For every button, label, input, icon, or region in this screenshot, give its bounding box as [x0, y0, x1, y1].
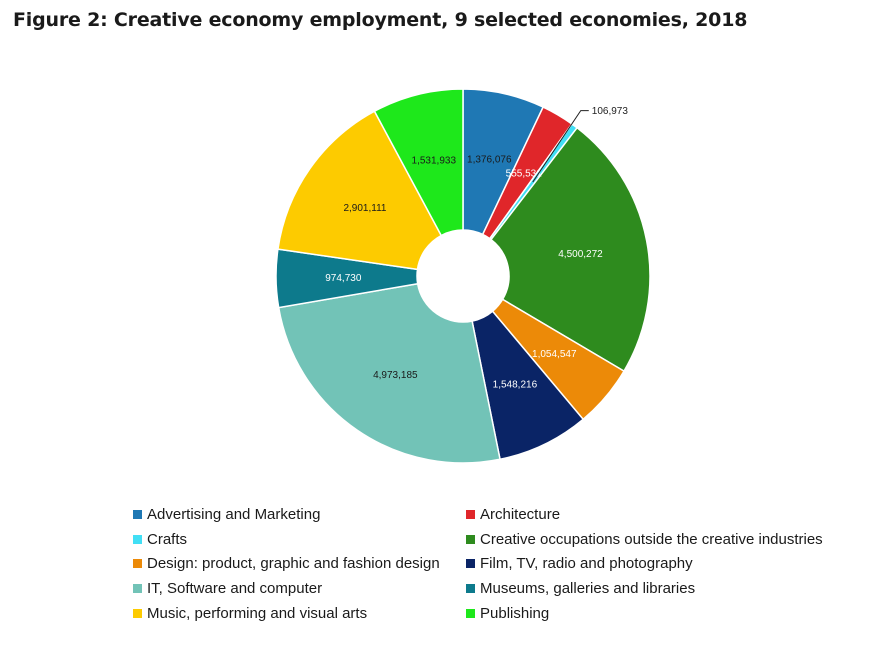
- legend-label: Music, performing and visual arts: [147, 604, 368, 622]
- legend-swatch: [466, 534, 475, 544]
- pie-slice-it-software-and-computer: [277, 282, 501, 464]
- legend: Advertising and Marketing Architecture C…: [133, 505, 853, 623]
- donut-chart: 1,376,076 555,531 106,973 4,500,272 1,054,54…: [275, 88, 651, 464]
- pie-slice-music-performing-and-visual-arts: [277, 110, 443, 271]
- data-label-museums-galleries-and-libraries: 974,730: [325, 273, 362, 284]
- legend-swatch: [133, 584, 142, 594]
- legend-swatch: [466, 608, 475, 618]
- legend-item-music: Music, performing and visual arts: [133, 603, 466, 623]
- legend-swatch: [133, 510, 142, 520]
- legend-label: Film, TV, radio and photography: [480, 555, 693, 573]
- data-label-crafts: 106,973: [592, 106, 629, 117]
- legend-swatch: [133, 534, 142, 544]
- figure-title: Figure 2: Creative economy employment, 9…: [13, 9, 748, 31]
- legend-swatch: [133, 608, 142, 618]
- data-label-design-product-graphic-and-fashion-design: 1,054,547: [532, 349, 577, 360]
- legend-item-design: Design: product, graphic and fashion des…: [133, 554, 466, 574]
- legend-label: Museums, galleries and libraries: [480, 580, 696, 598]
- pie-slice-publishing: [373, 88, 464, 237]
- data-label-publishing: 1,531,933: [412, 155, 457, 166]
- legend-label: Design: product, graphic and fashion des…: [147, 555, 440, 573]
- legend-label: Creative occupations outside the creativ…: [480, 530, 823, 548]
- pie-slice-creative-occupations-outside-the-creative-industries: [490, 126, 651, 373]
- data-label-advertising-and-marketing: 1,376,076: [467, 155, 512, 166]
- legend-label: Architecture: [480, 506, 561, 524]
- data-label-it-software-and-computer: 4,973,185: [373, 370, 418, 381]
- legend-swatch: [133, 559, 142, 569]
- legend-item-crafts: Crafts: [133, 530, 466, 550]
- legend-item-advertising: Advertising and Marketing: [133, 505, 466, 525]
- legend-item-publishing: Publishing: [466, 603, 836, 623]
- data-label-music-performing-and-visual-arts: 2,901,111: [343, 203, 386, 214]
- data-label-film-tv-radio-and-photography: 1,548,216: [493, 379, 538, 390]
- slice-group: [275, 88, 651, 464]
- legend-swatch: [466, 510, 475, 520]
- legend-swatch: [466, 584, 475, 594]
- legend-item-museums: Museums, galleries and libraries: [466, 579, 836, 599]
- legend-item-architecture: Architecture: [466, 505, 836, 525]
- legend-label: Publishing: [480, 604, 550, 622]
- data-label-creative-occupations-outside-the-creative-industries: 4,500,272: [558, 249, 603, 260]
- legend-label: IT, Software and computer: [147, 580, 323, 598]
- legend-label: Crafts: [147, 530, 188, 548]
- leader-line-crafts: [532, 110, 589, 183]
- data-label-group: 1,376,076 555,531 106,973 4,500,272 1,054,54…: [325, 106, 628, 390]
- legend-item-film-tv: Film, TV, radio and photography: [466, 554, 836, 574]
- legend-item-creative-occupations: Creative occupations outside the creativ…: [466, 530, 836, 550]
- legend-label: Advertising and Marketing: [147, 506, 321, 524]
- data-label-architecture: 555,531: [506, 168, 543, 179]
- legend-item-it-software: IT, Software and computer: [133, 579, 466, 599]
- legend-swatch: [466, 559, 475, 569]
